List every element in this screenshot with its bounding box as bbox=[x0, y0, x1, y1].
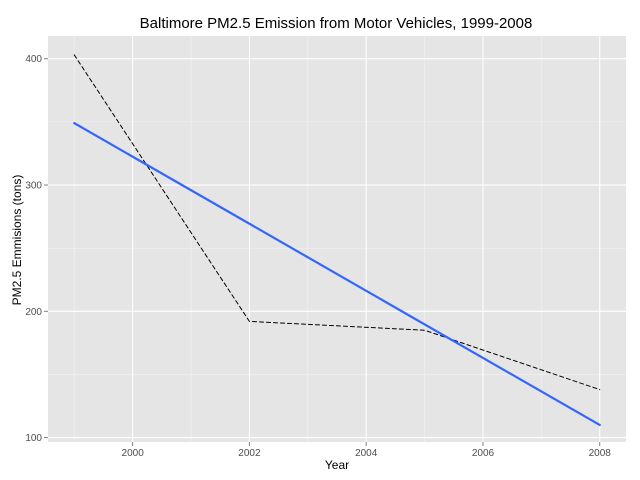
x-tick-label: 2006 bbox=[472, 448, 495, 459]
grid-lines bbox=[48, 36, 626, 442]
axis-ticks: 2000 2002 2004 2006 2008 100 200 300 400 bbox=[25, 54, 611, 459]
x-tick-label: 2004 bbox=[355, 448, 378, 459]
y-tick-label: 300 bbox=[25, 181, 42, 192]
y-tick-label: 200 bbox=[25, 307, 42, 318]
y-tick-label: 100 bbox=[25, 433, 42, 444]
x-tick-label: 2000 bbox=[122, 448, 145, 459]
data-series bbox=[73, 54, 601, 427]
x-tick-label: 2002 bbox=[238, 448, 261, 459]
trend-line bbox=[73, 122, 601, 427]
y-axis-title: PM2.5 Emmisions (tons) bbox=[10, 175, 24, 306]
y-tick-label: 400 bbox=[25, 54, 42, 65]
x-tick-label: 2008 bbox=[589, 448, 612, 459]
plot-panel bbox=[48, 36, 626, 442]
emission-dashed-line bbox=[73, 54, 601, 391]
chart-title: Baltimore PM2.5 Emission from Motor Vehi… bbox=[140, 15, 533, 32]
x-axis-title: Year bbox=[325, 458, 349, 472]
